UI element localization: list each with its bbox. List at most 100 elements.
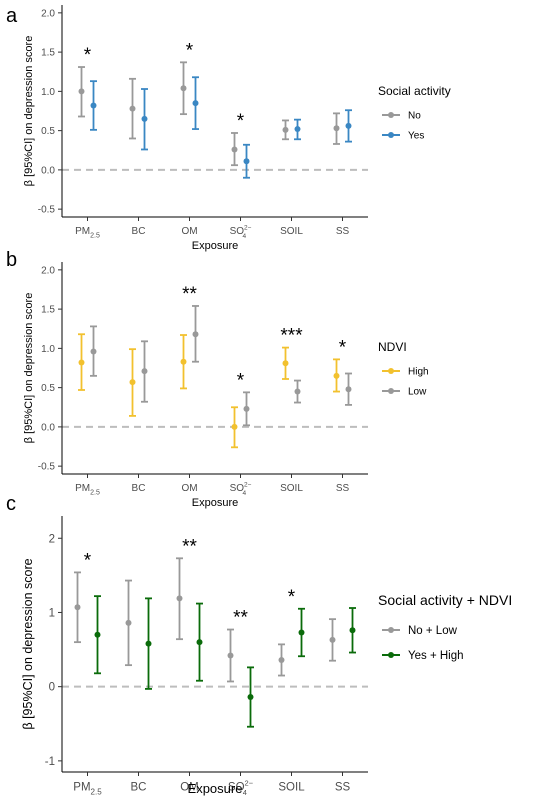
legend-title: NDVI	[378, 340, 407, 354]
x-axis-title: Exposure	[192, 497, 238, 509]
data-point	[243, 405, 250, 412]
data-point	[243, 158, 250, 165]
data-point	[129, 379, 136, 386]
y-tick-label: 1.5	[41, 48, 55, 59]
y-tick-label: -0.5	[38, 205, 56, 216]
data-point	[90, 102, 97, 109]
significance-annotation: *	[84, 550, 92, 571]
y-tick-label: 1.5	[41, 305, 55, 316]
legend-label: Low	[408, 387, 427, 398]
x-tick-label: SS	[336, 226, 350, 237]
y-tick-label: 2.0	[41, 8, 55, 19]
data-point	[345, 386, 352, 393]
legend-title: Social activity	[378, 84, 451, 98]
data-point	[78, 359, 85, 366]
data-point	[90, 348, 97, 355]
legend-label: Yes + High	[408, 650, 464, 662]
significance-annotation: *	[288, 587, 296, 608]
x-tick-label: SOIL	[280, 226, 303, 237]
x-tick-label: PM2.5	[75, 226, 100, 240]
data-point	[329, 636, 336, 643]
x-tick-label: BC	[132, 483, 146, 494]
x-tick-label: OM	[180, 782, 199, 794]
data-point	[180, 358, 187, 365]
legend-label: No + Low	[408, 625, 458, 637]
x-axis-title: Exposure	[188, 781, 243, 796]
significance-annotation: *	[237, 370, 245, 391]
x-tick-label: SS	[336, 483, 350, 494]
y-tick-label: -1	[45, 756, 55, 768]
data-point	[333, 125, 340, 132]
panel-c: c -1 0 1 2 PM2.5 BC OM SO2− 4 SOIL SS β [95%CI] on d…	[6, 493, 512, 797]
data-point	[180, 85, 187, 92]
x-tick-label: PM2.5	[73, 782, 102, 797]
significance-annotation: *	[186, 40, 194, 61]
data-point	[94, 631, 101, 638]
x-tick-label: SS	[335, 782, 351, 794]
legend-key-point	[388, 627, 394, 633]
data-point	[176, 595, 183, 602]
data-point	[345, 122, 352, 129]
data-point	[231, 423, 238, 430]
significance-annotation: *	[339, 337, 347, 358]
y-tick-label: 0.0	[41, 165, 55, 176]
data-point	[349, 627, 356, 634]
y-tick-label: 0.5	[41, 383, 55, 394]
significance-annotation: *	[84, 45, 92, 66]
legend-title: Social activity + NDVI	[378, 592, 512, 608]
data-point	[141, 368, 148, 375]
data-point	[298, 629, 305, 636]
x-tick-label: SO2− 4	[230, 225, 252, 241]
x-tick-label: BC	[132, 226, 146, 237]
y-axis-title: β [95%CI] on depression score	[23, 36, 35, 187]
x-tick-label: BC	[131, 782, 147, 794]
data-point	[192, 331, 199, 338]
y-tick-label: 2	[49, 533, 55, 545]
y-axis-title: β [95%CI] on depression score	[23, 293, 35, 444]
panel-letter: c	[6, 493, 16, 515]
legend-key-point	[388, 132, 394, 138]
x-tick-label: OM	[181, 483, 197, 494]
x-axis-title: Exposure	[192, 240, 238, 252]
panel-b: b -0.5 0.0 0.5 1.0 1.5 2.0 PM2.5 BC OM SO2− 4 SOIL SS…	[6, 249, 429, 509]
data-point	[145, 640, 152, 647]
x-tick-label: SOIL	[280, 483, 303, 494]
y-tick-label: 0.0	[41, 422, 55, 433]
data-point	[294, 388, 301, 395]
significance-annotation: **	[182, 536, 197, 557]
data-point	[231, 146, 238, 153]
y-tick-label: 1.0	[41, 87, 55, 98]
x-tick-label: SOIL	[278, 782, 305, 794]
y-tick-label: -0.5	[38, 462, 56, 473]
panel-letter: a	[6, 5, 18, 27]
panel-letter: b	[6, 249, 17, 271]
significance-annotation: **	[182, 284, 197, 305]
legend-label: High	[408, 367, 429, 378]
data-point	[74, 604, 81, 611]
y-tick-label: 2.0	[41, 265, 55, 276]
y-tick-label: 1.0	[41, 344, 55, 355]
data-point	[129, 105, 136, 112]
y-tick-label: 1	[49, 607, 55, 619]
panel-a: a -0.5 0.0 0.5 1.0 1.5 2.0 PM2.5 BC OM SO2− 4 SOIL SS…	[6, 5, 451, 252]
legend-key-point	[388, 112, 394, 118]
data-point	[247, 694, 254, 701]
x-tick-label: SO2− 4	[230, 482, 252, 498]
data-point	[196, 639, 203, 646]
data-point	[192, 100, 199, 107]
x-tick-label: OM	[181, 226, 197, 237]
legend-key-point	[388, 388, 394, 394]
legend-key-point	[388, 368, 394, 374]
data-point	[282, 126, 289, 133]
data-point	[141, 115, 148, 122]
data-point	[278, 656, 285, 663]
data-point	[294, 126, 301, 133]
significance-annotation: ***	[280, 326, 303, 347]
significance-annotation: *	[237, 111, 245, 132]
x-tick-label: PM2.5	[75, 483, 100, 497]
x-tick-label: SO2− 4	[228, 778, 253, 797]
legend-label: Yes	[408, 131, 424, 142]
data-point	[78, 88, 85, 95]
significance-annotation: **	[233, 608, 248, 629]
